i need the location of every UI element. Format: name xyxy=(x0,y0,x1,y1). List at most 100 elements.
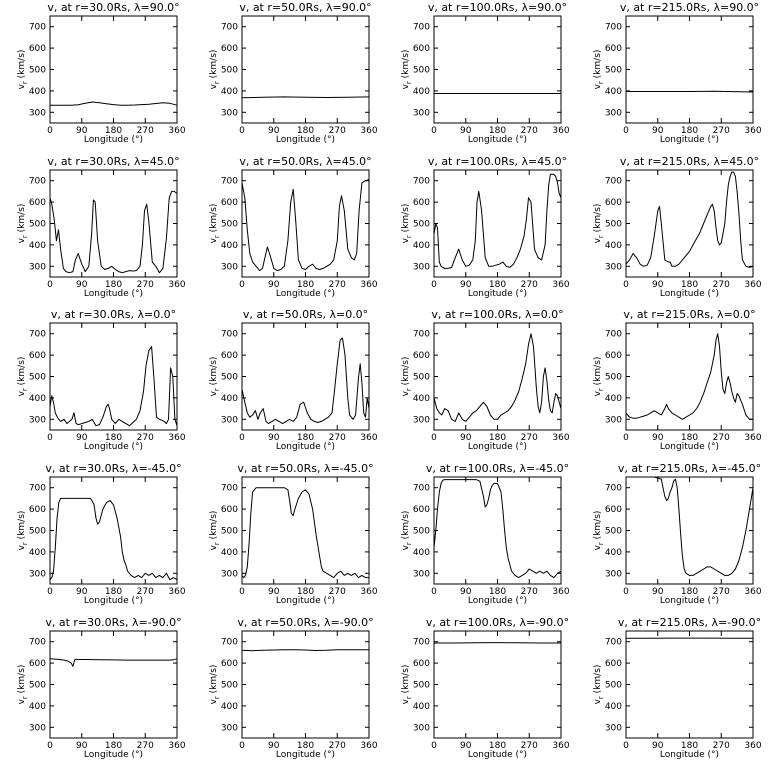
x-tick-label: 180 xyxy=(105,433,122,443)
series-line xyxy=(241,96,370,99)
y-axis-symbol: v xyxy=(209,698,219,704)
x-axis-label: Longitude (°) xyxy=(660,596,719,606)
y-axis-subscript: r xyxy=(21,388,29,391)
y-tick-label: 500 xyxy=(605,681,622,691)
y-axis-symbol: v xyxy=(17,237,27,243)
y-axis-subscript: r xyxy=(21,81,29,84)
x-tick-label: 90 xyxy=(652,587,664,597)
y-tick-label: 700 xyxy=(221,484,238,494)
y-axis-subscript: r xyxy=(405,235,413,238)
y-tick-label: 500 xyxy=(413,66,430,76)
y-axis-label: vr (km/s) xyxy=(17,50,29,90)
plot-frame xyxy=(625,169,754,278)
series-line xyxy=(49,190,178,274)
chart-title: v, at r=100.0Rs, λ=45.0° xyxy=(428,155,567,168)
x-tick-label: 360 xyxy=(552,126,569,136)
y-tick-label: 500 xyxy=(221,527,238,537)
y-axis-label: vr (km/s) xyxy=(17,204,29,244)
x-tick-label: 90 xyxy=(460,741,472,751)
y-tick-label: 400 xyxy=(413,87,430,97)
y-axis-label: vr (km/s) xyxy=(209,511,221,551)
plot-frame xyxy=(49,322,178,431)
y-axis-label: vr (km/s) xyxy=(593,204,605,244)
y-tick-label: 600 xyxy=(605,44,622,54)
x-tick-label: 360 xyxy=(168,741,185,751)
y-tick-label: 700 xyxy=(221,23,238,33)
chart-title: v, at r=30.0Rs, λ=0.0° xyxy=(51,308,176,321)
x-tick-label: 180 xyxy=(489,587,506,597)
y-axis-unit: (km/s) xyxy=(593,511,603,543)
y-tick-label: 400 xyxy=(413,241,430,251)
y-axis-subscript: r xyxy=(213,81,221,84)
y-axis-unit: (km/s) xyxy=(593,50,603,82)
x-tick-label: 180 xyxy=(297,741,314,751)
series-line xyxy=(626,90,754,93)
y-tick-label: 500 xyxy=(29,373,46,383)
chart-panel-0: v, at r=30.0Rs, λ=90.0° 0 90 180 270 360 300 40… xyxy=(17,1,186,145)
chart-panel-5: v, at r=50.0Rs, λ=45.0° 0 90 180 270 360 300 40… xyxy=(209,155,378,299)
x-tick-label: 0 xyxy=(47,433,53,443)
x-tick-label: 90 xyxy=(652,126,664,136)
x-tick-label: 360 xyxy=(168,280,185,290)
y-tick-label: 600 xyxy=(413,505,430,515)
y-tick-label: 300 xyxy=(29,108,46,118)
chart-panel-17: v, at r=50.0Rs, λ=-90.0° 0 90 180 270 360 300 4… xyxy=(209,616,378,760)
y-axis-subscript: r xyxy=(405,542,413,545)
y-tick-label: 500 xyxy=(221,373,238,383)
x-tick-label: 270 xyxy=(521,280,538,290)
x-tick-label: 90 xyxy=(76,433,88,443)
x-axis-label: Longitude (°) xyxy=(276,750,335,760)
y-tick-label: 400 xyxy=(413,702,430,712)
plot-frame xyxy=(241,169,370,278)
series-line xyxy=(433,479,562,579)
x-tick-label: 360 xyxy=(552,433,569,443)
y-axis-label: vr (km/s) xyxy=(401,665,413,705)
y-tick-label: 300 xyxy=(605,723,622,733)
x-tick-label: 180 xyxy=(297,280,314,290)
y-tick-label: 300 xyxy=(605,415,622,425)
y-tick-label: 500 xyxy=(605,66,622,76)
x-tick-label: 270 xyxy=(137,280,154,290)
x-tick-label: 360 xyxy=(360,587,377,597)
series-line xyxy=(625,171,754,268)
series-line xyxy=(625,333,753,420)
chart-panel-15: v, at r=215.0Rs, λ=-45.0° 0 90 180 270 360 300… xyxy=(593,462,762,606)
y-tick-label: 400 xyxy=(413,394,430,404)
x-tick-label: 360 xyxy=(168,126,185,136)
plot-frame xyxy=(625,630,754,739)
y-tick-label: 700 xyxy=(29,23,46,33)
plot-frame xyxy=(433,169,562,278)
y-tick-label: 700 xyxy=(413,330,430,340)
x-tick-label: 0 xyxy=(47,741,53,751)
x-tick-label: 180 xyxy=(489,433,506,443)
x-tick-label: 270 xyxy=(329,126,346,136)
y-axis-unit: (km/s) xyxy=(401,357,411,389)
chart-title: v, at r=100.0Rs, λ=90.0° xyxy=(428,1,567,14)
y-tick-label: 300 xyxy=(413,569,430,579)
chart-panel-14: v, at r=100.0Rs, λ=-45.0° 0 90 180 270 360 300… xyxy=(401,462,570,606)
y-tick-label: 600 xyxy=(605,659,622,669)
x-tick-label: 90 xyxy=(460,280,472,290)
y-axis-symbol: v xyxy=(17,83,27,89)
x-tick-label: 180 xyxy=(681,280,698,290)
x-tick-label: 180 xyxy=(297,433,314,443)
x-tick-label: 270 xyxy=(329,280,346,290)
chart-title: v, at r=100.0Rs, λ=0.0° xyxy=(431,308,563,321)
y-tick-label: 500 xyxy=(413,373,430,383)
y-axis-label: vr (km/s) xyxy=(17,511,29,551)
x-axis-label: Longitude (°) xyxy=(468,750,527,760)
y-axis-symbol: v xyxy=(593,237,603,243)
y-axis-symbol: v xyxy=(401,698,411,704)
y-tick-label: 300 xyxy=(29,569,46,579)
y-axis-symbol: v xyxy=(593,698,603,704)
chart-title: v, at r=50.0Rs, λ=90.0° xyxy=(239,1,371,14)
x-tick-label: 360 xyxy=(744,433,761,443)
x-tick-label: 270 xyxy=(521,433,538,443)
y-tick-label: 500 xyxy=(605,220,622,230)
series-line xyxy=(241,179,370,272)
y-tick-label: 400 xyxy=(605,87,622,97)
y-tick-label: 700 xyxy=(221,177,238,187)
y-tick-label: 700 xyxy=(605,23,622,33)
y-axis-unit: (km/s) xyxy=(209,50,219,82)
x-tick-label: 270 xyxy=(713,587,730,597)
